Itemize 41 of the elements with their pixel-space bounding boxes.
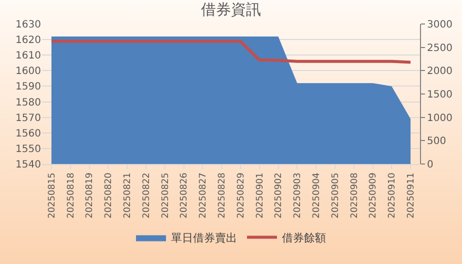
legend-label: 單日借券賣出 <box>171 232 237 245</box>
chart-title: 借券資訊 <box>201 0 261 18</box>
x-tick-label: 20250829 <box>236 172 246 218</box>
y-tick-label: 1610 <box>16 50 41 62</box>
x-tick-label: 20250819 <box>85 172 96 218</box>
x-tick-label: 20250910 <box>388 172 398 218</box>
x-tick-label: 20250828 <box>217 172 228 218</box>
x-tick-label: 20250825 <box>160 172 171 218</box>
x-tick-label: 20250911 <box>406 172 416 218</box>
y2-tick-label: 1500 <box>427 90 452 100</box>
x-tick-label: 20250909 <box>368 172 379 218</box>
y-tick-label: 1600 <box>16 66 41 78</box>
x-tick-label: 20250902 <box>274 172 284 218</box>
x-tick-label: 20250905 <box>330 172 341 218</box>
x-tick-label: 20250820 <box>104 172 114 218</box>
y-tick-label: 1570 <box>16 112 41 124</box>
y-tick-label: 1550 <box>16 144 41 155</box>
x-tick-label: 20250818 <box>66 172 76 218</box>
x-tick-label: 20250815 <box>47 172 58 218</box>
y-tick-label: 1630 <box>16 20 41 30</box>
x-tick-label: 20250822 <box>142 172 152 218</box>
y-tick-label: 1590 <box>16 82 41 93</box>
y2-tick-label: 3000 <box>427 20 452 30</box>
x-tick-label: 20250904 <box>312 172 322 218</box>
x-tick-label: 20250903 <box>293 172 304 218</box>
y2-tick-label: 1000 <box>427 112 452 124</box>
y-tick-label: 1580 <box>16 97 41 108</box>
y-tick-label: 1540 <box>16 160 41 170</box>
line-series <box>50 40 412 64</box>
y-tick-label: 1620 <box>16 35 41 46</box>
x-tick-label: 20250901 <box>255 172 266 218</box>
y2-tick-label: 2500 <box>427 42 452 54</box>
legend-label: 借券餘額 <box>282 232 326 245</box>
y-tick-label: 1560 <box>16 128 41 140</box>
x-tick-label: 20250908 <box>350 172 360 218</box>
x-tick-label: 20250826 <box>180 172 190 218</box>
x-tick-label: 20250827 <box>198 172 209 218</box>
y2-tick-label: 0 <box>427 160 434 170</box>
x-tick-label: 20250821 <box>122 172 133 218</box>
y2-tick-label: 2000 <box>427 66 452 78</box>
y2-tick-label: 500 <box>427 136 446 148</box>
